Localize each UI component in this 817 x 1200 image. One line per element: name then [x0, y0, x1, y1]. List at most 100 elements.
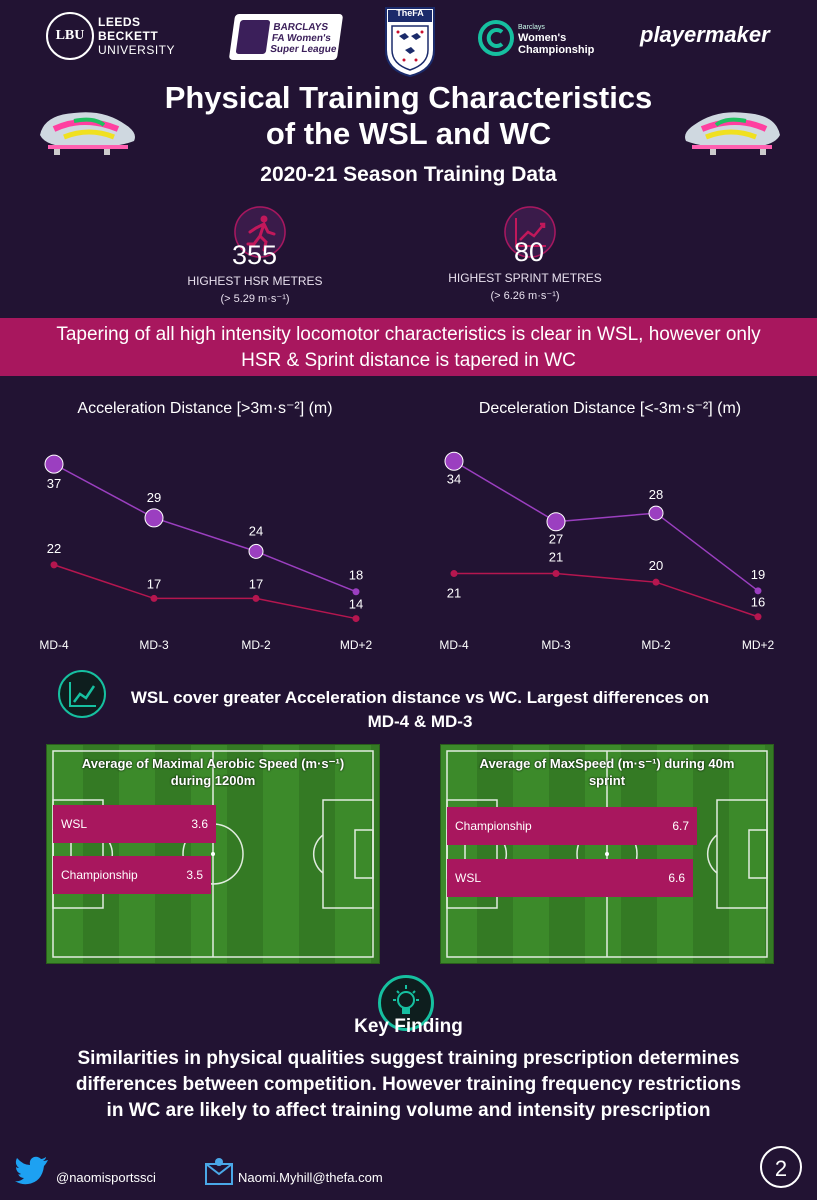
data-label: 22	[47, 541, 61, 556]
x-tick-label: MD-4	[39, 638, 69, 652]
data-label: 37	[47, 476, 61, 491]
twitter-icon[interactable]	[14, 1156, 50, 1191]
chart-insight-icon	[58, 670, 106, 718]
pitch-2-title: Average of MaxSpeed (m·s⁻¹) during 40m s…	[441, 755, 773, 789]
data-point	[248, 543, 264, 559]
trend-chart-icon	[504, 206, 556, 258]
pitch-markings	[446, 750, 768, 958]
data-label: 19	[751, 567, 765, 582]
bar-wsl: WSL 6.6	[447, 859, 693, 897]
data-point	[648, 505, 664, 521]
hsr-value: 355	[232, 240, 278, 270]
bar-label: Championship	[61, 868, 138, 882]
data-label: 24	[249, 523, 263, 538]
insight-line-1: WSL cover greater Acceleration distance …	[130, 688, 710, 707]
email-icon[interactable]	[204, 1156, 234, 1191]
runner-icon	[234, 206, 286, 258]
key-finding-text: Similarities in physical qualities sugge…	[30, 1046, 787, 1124]
leeds-beckett-logo: LBU LEEDS BECKETT UNIVERSITY	[46, 12, 196, 64]
key-message-banner: Tapering of all high intensity locomotor…	[0, 318, 817, 376]
deceleration-chart-title: Deceleration Distance [<-3m·s⁻²] (m)	[478, 400, 742, 417]
pitch-1-title: Average of Maximal Aerobic Speed (m·s⁻¹)…	[47, 755, 379, 789]
email-address[interactable]: Naomi.Myhill@thefa.com	[238, 1170, 383, 1185]
data-point	[552, 570, 560, 578]
series-line-1	[53, 564, 357, 620]
bar-label: WSL	[455, 871, 482, 885]
page-number: 2	[760, 1146, 802, 1188]
data-label: 18	[349, 568, 363, 583]
data-point	[652, 578, 660, 586]
wsl-line-1: BARCLAYS	[272, 22, 329, 33]
x-tick-label: MD-4	[439, 638, 469, 652]
data-point	[352, 615, 360, 623]
champ-text: Women's Championship	[518, 32, 595, 56]
page-subtitle: 2020-21 Season Training Data	[260, 163, 557, 186]
data-label: 28	[649, 487, 663, 502]
twitter-handle[interactable]: @naomisportssci	[56, 1170, 156, 1185]
bar-value: 3.5	[186, 868, 203, 882]
bar-championship: Championship 6.7	[447, 807, 697, 845]
acceleration-line-chart: 37 29 24 18 22 17 17 14 MD-4 MD-3 MD-2 MD+2	[39, 454, 373, 652]
banner-line-2: HSR & Sprint distance is tapered in WC	[241, 350, 576, 371]
x-tick-label: MD-2	[641, 638, 671, 652]
max-speed-pitch-chart: Average of MaxSpeed (m·s⁻¹) during 40m s…	[440, 744, 774, 964]
data-label: 17	[147, 576, 161, 591]
data-label: 21	[447, 586, 461, 601]
hsr-threshold: (> 5.29 m·s⁻¹)	[220, 293, 290, 305]
key-finding-title: Key Finding	[354, 1016, 463, 1037]
key-line-1: Similarities in physical qualities sugge…	[77, 1048, 740, 1069]
fa-logo-text: TheFA	[396, 8, 424, 18]
data-label: 16	[751, 595, 765, 610]
title-line-2: of the WSL and WC	[265, 116, 552, 151]
series-line-1	[454, 572, 759, 618]
data-point	[44, 454, 64, 474]
bar-value: 6.6	[668, 871, 685, 885]
pitch-2-title-line-1: Average of MaxSpeed (m·s⁻¹) during 40m	[479, 756, 735, 771]
lightbulb-icon	[378, 975, 434, 1031]
champ-small-text: Barclays	[518, 24, 545, 31]
playermaker-logo: playermaker	[640, 22, 770, 47]
hsr-label: HIGHEST HSR METRES	[187, 274, 323, 288]
data-point	[252, 594, 260, 602]
lbu-line-1: LEEDS	[98, 15, 141, 29]
acceleration-insight: WSL cover greater Acceleration distance …	[70, 686, 770, 734]
the-fa-logo: TheFA	[384, 6, 436, 78]
data-point	[352, 588, 360, 596]
pitch-1-title-line-1: Average of Maximal Aerobic Speed (m·s⁻¹)	[81, 756, 345, 771]
series-line-0	[53, 463, 357, 593]
wsl-logo: BARCLAYS FA Women's Super League	[228, 14, 344, 60]
x-tick-label: MD+2	[340, 638, 373, 652]
title-line-1: Physical Training Characteristics	[164, 80, 653, 115]
sprint-value: 80	[514, 237, 545, 267]
football-boot-left-image	[34, 95, 144, 157]
aerobic-speed-pitch-chart: Average of Maximal Aerobic Speed (m·s⁻¹)…	[46, 744, 380, 964]
data-point	[144, 508, 164, 528]
data-point	[444, 451, 464, 471]
deceleration-line-chart: 34 27 28 19 21 21 20 16 MD-4 MD-3 MD-2 MD+2	[439, 451, 774, 652]
banner-line-1: Tapering of all high intensity locomotor…	[56, 324, 761, 345]
football-boot-right-image	[676, 95, 786, 157]
data-point	[754, 587, 762, 595]
bar-value: 6.7	[672, 819, 689, 833]
key-line-2: differences between competition. However…	[75, 1074, 742, 1095]
lbu-line-3: UNIVERSITY	[98, 43, 176, 57]
sprint-threshold: (> 6.26 m·s⁻¹)	[490, 290, 560, 302]
bar-label: WSL	[61, 817, 88, 831]
data-label: 27	[549, 532, 563, 547]
data-label: 34	[447, 471, 461, 486]
bar-championship: Championship 3.5	[53, 856, 211, 894]
data-label: 17	[249, 576, 263, 591]
x-tick-label: MD-3	[139, 638, 169, 652]
acceleration-chart-title: Acceleration Distance [>3m·s⁻²] (m)	[77, 400, 333, 417]
wsl-shield	[235, 20, 271, 54]
series-line-0	[453, 460, 759, 592]
lbu-line-2: BECKETT	[98, 29, 159, 43]
data-label: 29	[147, 490, 161, 505]
bar-value: 3.6	[191, 817, 208, 831]
data-point	[754, 613, 762, 621]
bar-label: Championship	[455, 819, 532, 833]
bar-wsl: WSL 3.6	[53, 805, 216, 843]
championship-mark-icon	[478, 20, 514, 56]
data-label: 21	[549, 550, 563, 565]
data-label: 14	[349, 597, 363, 612]
